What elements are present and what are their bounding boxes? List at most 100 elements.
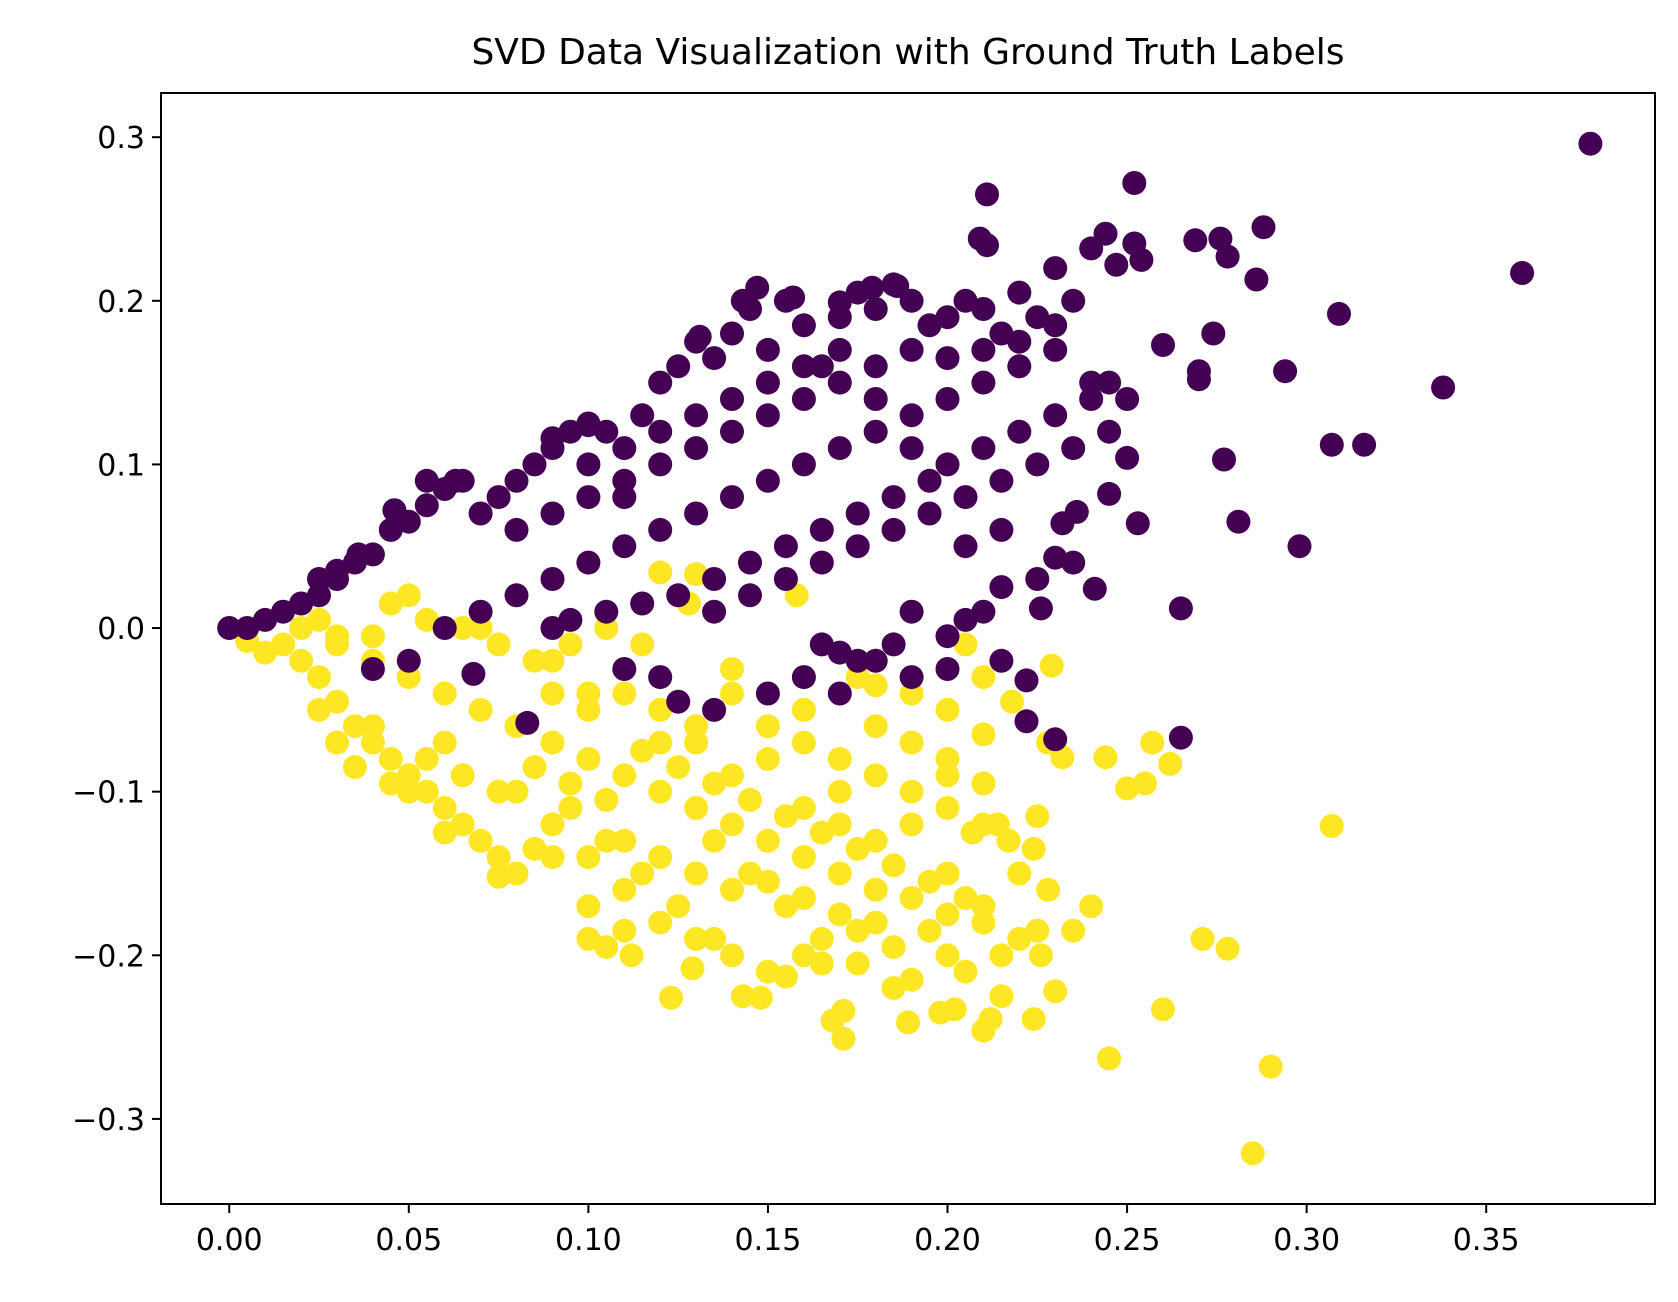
scatter-point: [1186, 359, 1211, 384]
scatter-point: [1097, 481, 1122, 506]
scatter-point: [755, 869, 780, 894]
scatter-point: [1578, 131, 1603, 156]
scatter-point: [989, 943, 1014, 968]
scatter-point: [899, 337, 924, 362]
scatter-point: [809, 951, 834, 976]
scatter-point: [791, 354, 816, 379]
y-tick-label: 0.3: [97, 121, 145, 156]
scatter-point: [576, 485, 601, 510]
scatter-point: [917, 501, 942, 526]
scatter-point: [486, 632, 511, 657]
scatter-point: [576, 926, 601, 951]
scatter-point: [360, 730, 385, 755]
scatter-point: [687, 324, 712, 349]
scatter-point: [885, 274, 910, 299]
scatter-point: [1007, 926, 1032, 951]
scatter-point: [1043, 256, 1068, 281]
scatter-point: [289, 648, 314, 673]
scatter-point: [396, 648, 421, 673]
scatter-point: [791, 452, 816, 477]
scatter-point: [863, 354, 888, 379]
scatter-point: [1140, 730, 1165, 755]
scatter-point: [594, 828, 619, 853]
scatter-point: [1043, 545, 1068, 570]
scatter-point: [827, 290, 852, 315]
scatter-point: [863, 828, 888, 853]
scatter-point: [1201, 321, 1226, 346]
scatter-point: [1093, 221, 1118, 246]
x-tick-label: 0.20: [914, 1223, 981, 1258]
scatter-point: [432, 796, 457, 820]
scatter-point: [738, 550, 762, 575]
scatter-point: [1014, 709, 1039, 734]
scatter-point: [414, 746, 439, 771]
scatter-point: [791, 313, 816, 338]
scatter-point: [978, 1007, 1003, 1032]
scatter-point: [702, 697, 727, 722]
scatter-point: [1226, 509, 1251, 534]
scatter-point: [1122, 171, 1147, 195]
scatter-point: [684, 714, 709, 739]
scatter-point: [1021, 836, 1046, 861]
scatter-point: [666, 755, 691, 780]
scatter-point: [630, 591, 655, 616]
scatter-point: [773, 894, 798, 919]
scatter-point: [975, 233, 999, 258]
scatter-point: [942, 997, 967, 1022]
scatter-point: [540, 567, 565, 591]
scatter-point: [432, 730, 457, 755]
scatter-point: [666, 894, 691, 919]
scatter-point: [684, 796, 709, 820]
scatter-point: [558, 607, 583, 632]
scatter-point: [863, 714, 888, 739]
y-tick-label: 0.0: [97, 612, 145, 647]
scatter-point: [576, 550, 601, 575]
scatter-point: [612, 534, 637, 559]
scatter-point: [935, 346, 960, 371]
scatter-point: [1244, 267, 1269, 292]
scatter-point: [325, 730, 349, 755]
scatter-point: [396, 763, 421, 788]
scatter-point: [1007, 861, 1032, 886]
scatter-point: [342, 755, 367, 780]
scatter-point: [720, 812, 744, 837]
scatter-point: [1007, 329, 1032, 354]
scatter-point: [1097, 1046, 1122, 1071]
scatter-point: [325, 632, 349, 657]
scatter-point: [325, 558, 349, 583]
scatter-point: [443, 468, 468, 493]
scatter-point: [917, 918, 942, 943]
scatter-point: [989, 575, 1014, 600]
scatter-point: [720, 877, 744, 902]
scatter-point: [899, 730, 924, 755]
scatter-point: [576, 681, 601, 706]
scatter-point: [558, 771, 583, 796]
scatter-point: [791, 665, 816, 690]
scatter-point: [953, 886, 978, 910]
scatter-point: [720, 763, 744, 788]
scatter-point: [845, 501, 870, 526]
scatter-point: [648, 517, 673, 542]
plot-area: [217, 131, 1603, 1166]
scatter-point: [1043, 313, 1068, 338]
scatter-point: [468, 501, 493, 526]
scatter-point: [1168, 596, 1193, 621]
y-axis: 0.3 0.2 0.1 0.0 −0.1 −0.2 −0.3: [72, 121, 161, 1138]
scatter-point: [791, 943, 816, 968]
scatter-point: [720, 419, 744, 444]
scatter-point: [809, 926, 834, 951]
scatter-point: [702, 599, 727, 624]
scatter-point: [845, 534, 870, 559]
scatter-point: [1097, 419, 1122, 444]
scatter-point: [619, 943, 644, 968]
scatter-point: [896, 1010, 920, 1035]
scatter-point: [971, 599, 996, 624]
scatter-point: [576, 894, 601, 919]
scatter-point: [845, 918, 870, 943]
scatter-point: [1043, 727, 1068, 752]
scatter-point: [630, 738, 655, 763]
scatter-point: [648, 845, 673, 870]
scatter-point: [899, 436, 924, 461]
scatter-point: [684, 501, 709, 526]
x-tick-label: 0.35: [1453, 1223, 1520, 1258]
